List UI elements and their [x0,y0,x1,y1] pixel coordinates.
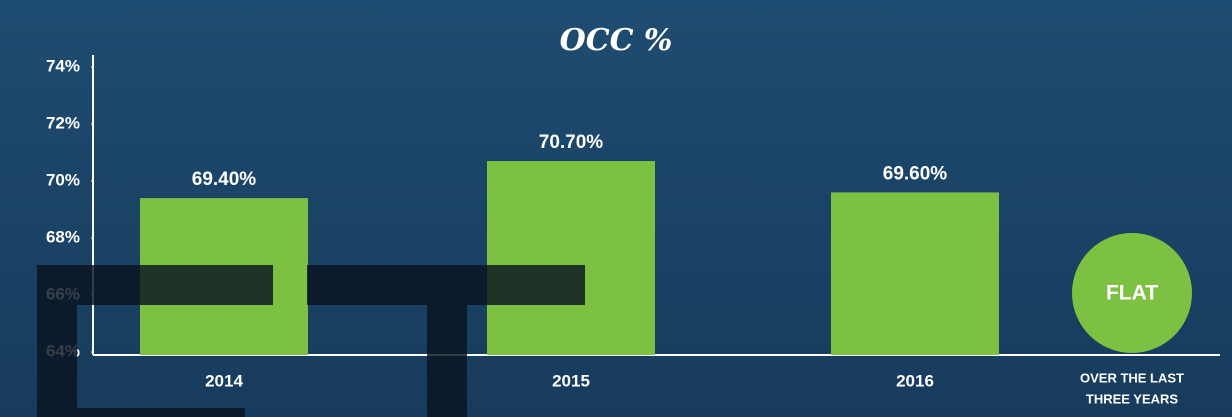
value-label: 70.70% [539,132,604,153]
y-tick-label: 72% [46,113,80,132]
y-tick-label: 74% [46,56,80,75]
bar [831,192,999,355]
chart: OCC % 64%66%68%70%72%74%69.40%201470.70%… [0,0,1232,417]
value-label: 69.60% [883,163,948,184]
y-tick-label: 70% [46,170,80,189]
x-tick-label: 2015 [552,371,590,390]
overlay-bar [77,408,245,417]
chart-title: OCC % [560,23,673,58]
x-tick-label: 2014 [205,371,243,390]
overlay-bar [427,305,467,417]
overlay-bar [37,305,77,417]
badge-text: FLAT [1106,282,1158,305]
overlay-bar [307,265,585,305]
annotation-text: OVER THE LAST [1080,370,1184,385]
value-label: 69.40% [192,169,257,190]
y-tick-label: 68% [46,227,80,246]
bar [487,161,655,355]
overlay-bar [37,265,273,305]
x-tick-label: 2016 [896,371,934,390]
annotation-text: THREE YEARS [1086,391,1179,406]
